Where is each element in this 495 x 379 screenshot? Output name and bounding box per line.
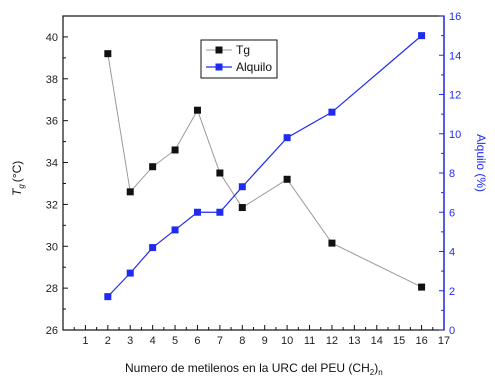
- point-tg-12: [328, 239, 336, 247]
- point-alquilo-2: [104, 293, 112, 301]
- y-left-tick-label-26: 26: [46, 325, 58, 337]
- x-tick-label-12: 12: [326, 335, 338, 347]
- ticks-layer: 1 2 3 4 5 6 7 8 9 10 11 12 13 14 15 16 17262830323436384…: [46, 11, 462, 347]
- x-tick-label-3: 3: [127, 335, 133, 347]
- point-alquilo-7: [216, 208, 224, 216]
- series-layer: [104, 32, 426, 301]
- point-tg-6: [193, 106, 201, 114]
- point-tg-10: [283, 175, 291, 183]
- x-axis-title-sub: 2: [370, 368, 375, 377]
- y-left-axis-title-unit: (°C): [10, 161, 24, 182]
- point-alquilo-4: [149, 244, 157, 252]
- legend-marker-alquilo: [215, 63, 223, 71]
- y-left-axis-title: Tg (°C): [10, 161, 26, 196]
- point-tg-8: [238, 204, 246, 212]
- x-axis-title-close: ): [374, 361, 378, 375]
- x-axis-title: Numero de metilenos en la URC del PEU (C…: [125, 361, 383, 377]
- x-tick-label-17: 17: [438, 335, 450, 347]
- x-tick-label-14: 14: [371, 335, 383, 347]
- y-left-tick-label-36: 36: [46, 116, 58, 128]
- x-tick-label-5: 5: [172, 335, 178, 347]
- series-line-alquilo: [107, 35, 422, 298]
- point-alquilo-6: [193, 208, 201, 216]
- point-tg-2: [104, 50, 112, 58]
- legend-label-alquilo: Alquilo: [236, 60, 272, 74]
- x-axis-title-sub-n: n: [378, 368, 382, 377]
- legend: Tg Alquilo: [200, 39, 278, 79]
- legend-label-tg: Tg: [236, 43, 250, 57]
- point-tg-4: [149, 163, 157, 171]
- y-left-tick-label-40: 40: [46, 32, 58, 44]
- point-alquilo-3: [126, 269, 134, 277]
- point-tg-5: [171, 146, 179, 154]
- point-alquilo-16: [418, 32, 426, 40]
- point-tg-3: [126, 188, 134, 196]
- y-left-tick-label-28: 28: [46, 283, 58, 295]
- point-alquilo-5: [171, 226, 179, 234]
- point-alquilo-12: [328, 108, 336, 116]
- y-left-tick-label-32: 32: [46, 199, 58, 211]
- legend-marker-tg: [215, 46, 223, 54]
- x-tick-label-2: 2: [105, 335, 111, 347]
- x-tick-label-13: 13: [348, 335, 360, 347]
- y-right-tick-label-0: 0: [449, 325, 455, 337]
- x-tick-label-10: 10: [281, 335, 293, 347]
- y-right-tick-label-10: 10: [449, 129, 461, 141]
- x-tick-label-7: 7: [217, 335, 223, 347]
- legend-box: [200, 39, 278, 79]
- point-alquilo-10: [283, 134, 291, 142]
- y-right-tick-label-8: 8: [449, 168, 455, 180]
- point-tg-7: [216, 169, 224, 177]
- y-left-tick-label-38: 38: [46, 74, 58, 86]
- y-right-tick-label-2: 2: [449, 286, 455, 298]
- y-right-axis-title: Alquilo (%): [474, 134, 488, 192]
- x-tick-label-16: 16: [415, 335, 427, 347]
- y-left-axis-title-t: T: [10, 187, 24, 196]
- x-tick-label-11: 11: [304, 335, 315, 347]
- x-axis-title-main: Numero de metilenos en la URC del PEU (C…: [125, 361, 370, 375]
- y-right-tick-label-6: 6: [449, 207, 455, 219]
- point-tg-16: [418, 283, 426, 291]
- y-right-tick-label-16: 16: [449, 11, 461, 23]
- x-tick-label-8: 8: [239, 335, 245, 347]
- x-tick-label-15: 15: [393, 335, 405, 347]
- y-left-axis-title-sub: g: [17, 184, 26, 189]
- x-tick-label-9: 9: [262, 335, 268, 347]
- y-left-tick-label-30: 30: [46, 241, 58, 253]
- x-tick-label-6: 6: [194, 335, 200, 347]
- series-line-tg: [107, 53, 422, 288]
- x-tick-label-4: 4: [150, 335, 156, 347]
- x-tick-label-1: 1: [82, 335, 88, 347]
- y-right-tick-label-14: 14: [449, 50, 461, 62]
- y-left-tick-label-34: 34: [46, 158, 58, 170]
- point-alquilo-8: [238, 183, 246, 191]
- y-right-tick-label-4: 4: [449, 247, 455, 259]
- y-right-tick-label-12: 12: [449, 90, 461, 102]
